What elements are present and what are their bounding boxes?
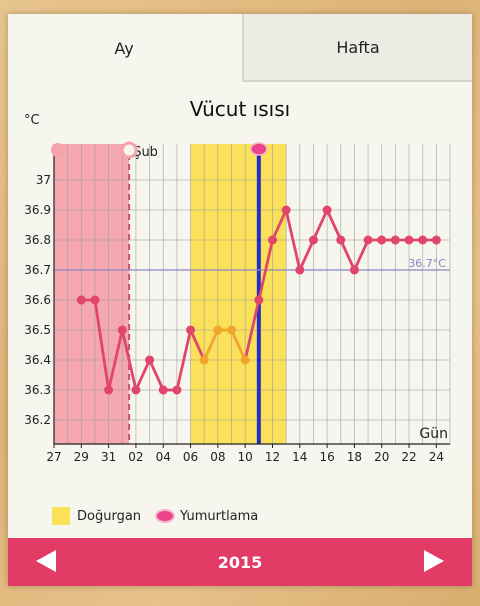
temperature-point <box>322 205 332 215</box>
x-axis-label: Gün <box>419 426 448 442</box>
temperature-point <box>390 235 400 245</box>
previous-year-icon[interactable] <box>36 550 56 572</box>
x-tick-label: 27 <box>46 450 61 464</box>
x-tick-label: 06 <box>183 450 198 464</box>
x-tick-label: 29 <box>74 450 89 464</box>
temperature-line-segment <box>202 328 220 362</box>
year-label: 2015 <box>217 552 263 572</box>
y-tick-label: 36.7 <box>24 263 51 277</box>
temperature-point <box>404 235 414 245</box>
temperature-point <box>76 295 86 305</box>
chart-legend: Doğurgan Yumurtlama <box>52 506 258 526</box>
y-tick-label: 36.8 <box>24 233 51 247</box>
temperature-point <box>131 385 141 395</box>
temperature-point <box>267 235 277 245</box>
temperature-point <box>199 355 209 365</box>
temperature-point <box>349 265 359 275</box>
period-band <box>54 144 130 444</box>
temperature-point <box>186 325 196 335</box>
tab-month[interactable]: Ay <box>8 14 240 82</box>
x-tick-label: 16 <box>319 450 334 464</box>
temperature-line-segment <box>271 208 288 242</box>
ovulation-swatch <box>155 509 176 523</box>
temperature-point <box>418 235 428 245</box>
temperature-line-segment <box>339 238 356 272</box>
temperature-line-segment <box>257 238 274 302</box>
x-tick-label: 14 <box>292 450 307 464</box>
period-start-marker <box>51 143 65 157</box>
temperature-line-segment <box>298 238 315 272</box>
temperature-point <box>281 205 291 215</box>
temperature-point <box>377 235 387 245</box>
chart-title: Vücut ısısı <box>189 97 291 121</box>
next-year-icon[interactable] <box>424 550 444 572</box>
temperature-line-segment <box>189 328 206 362</box>
x-tick-label: 10 <box>238 450 253 464</box>
x-tick-label: 08 <box>210 450 225 464</box>
reference-line-label: 36.7°C <box>408 257 446 270</box>
temperature-point <box>308 235 318 245</box>
x-tick-label: 18 <box>347 450 362 464</box>
x-tick-label: 24 <box>429 450 444 464</box>
x-tick-label: 02 <box>128 450 143 464</box>
month-label: Şub <box>133 145 158 160</box>
temperature-point <box>227 325 237 335</box>
temperature-line-segment <box>284 208 302 272</box>
x-tick-label: 04 <box>156 450 171 464</box>
fertile-swatch <box>52 507 70 525</box>
temperature-line-segment <box>120 328 138 392</box>
view-tabs: Ay Hafta <box>8 14 472 82</box>
legend-fertile-label: Doğurgan <box>77 508 142 524</box>
temperature-chart: 36.7°C 36.2 36.3 36.4 36.5 36.6 36.7 36.8 36.9 37… <box>24 141 451 464</box>
temperature-point <box>336 235 346 245</box>
legend-ovulation-label: Yumurtlama <box>180 508 259 524</box>
year-navigation-bar: 2015 <box>8 538 472 586</box>
temperature-point <box>172 385 182 395</box>
temperature-line-segment <box>243 298 261 362</box>
temperature-point <box>240 355 250 365</box>
y-tick-label: 36.3 <box>24 383 51 397</box>
x-tick-label: 12 <box>265 450 280 464</box>
temperature-point <box>254 295 264 305</box>
temperature-line-segment <box>312 208 329 242</box>
temperature-point <box>213 325 223 335</box>
temperature-line-segment <box>175 328 192 392</box>
period-end-marker <box>120 141 138 159</box>
temperature-line-segment <box>230 328 247 362</box>
temperature-point <box>145 355 155 365</box>
temperature-point <box>431 235 441 245</box>
temperature-point <box>117 325 127 335</box>
temperature-line-segment <box>148 358 165 392</box>
tab-week[interactable]: Hafta <box>242 14 472 82</box>
temperature-line-segment <box>325 208 343 242</box>
y-tick-label: 37 <box>36 173 51 187</box>
temperature-point <box>90 295 100 305</box>
fertile-band <box>190 144 287 444</box>
temperature-line-segment <box>93 298 111 392</box>
ovulation-marker <box>250 142 268 156</box>
x-tick-label: 20 <box>374 450 389 464</box>
main-panel: Ay Hafta Vücut ısısı °C 36.7°C 36.2 36.3 36… <box>8 14 472 586</box>
temperature-point <box>295 265 305 275</box>
temperature-line-segment <box>107 328 124 392</box>
x-tick-label: 31 <box>101 450 116 464</box>
temperature-point <box>363 235 373 245</box>
temperature-line-segment <box>353 238 370 272</box>
y-tick-label: 36.5 <box>24 323 51 337</box>
y-tick-label: 36.4 <box>24 353 51 367</box>
y-tick-label: 36.9 <box>24 203 51 217</box>
temperature-line-segment <box>134 358 151 392</box>
y-axis-unit: °C <box>24 113 40 128</box>
y-tick-label: 36.2 <box>24 413 51 427</box>
y-tick-label: 36.6 <box>24 293 51 307</box>
x-tick-label: 22 <box>401 450 416 464</box>
temperature-point <box>104 385 114 395</box>
temperature-point <box>158 385 168 395</box>
